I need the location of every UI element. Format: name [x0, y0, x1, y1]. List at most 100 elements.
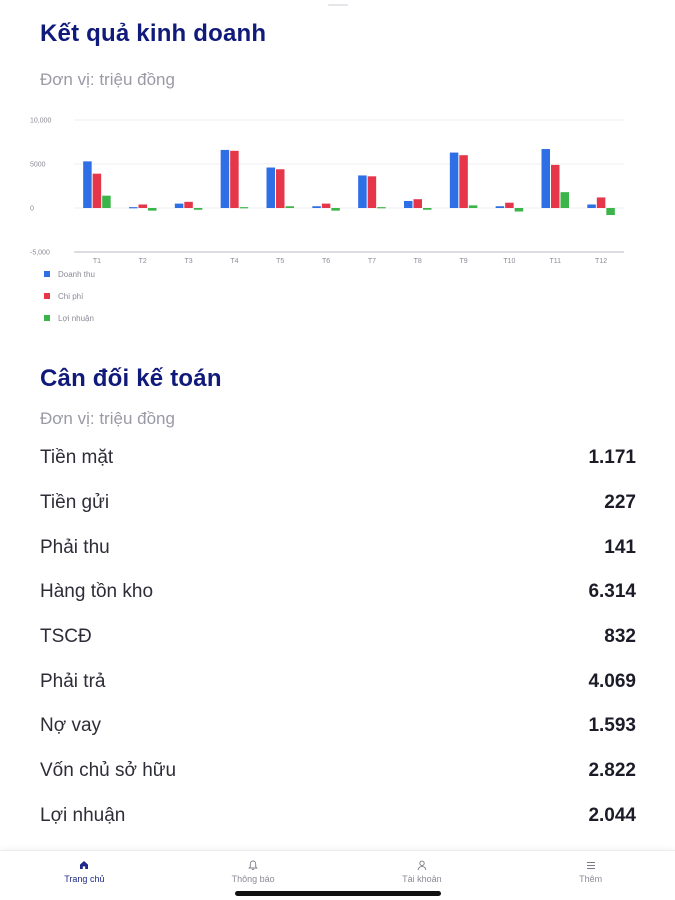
bar: [459, 155, 468, 208]
x-tick-label: T5: [276, 258, 284, 265]
list-item: Lợi nhuận 2.044: [40, 794, 636, 839]
balance-item-label: Phải thu: [40, 536, 110, 558]
legend-label: Lợi nhuận: [58, 314, 94, 323]
bar: [129, 207, 138, 209]
legend-swatch: [44, 315, 50, 321]
balance-item-value: 227: [604, 492, 636, 514]
bar: [239, 207, 249, 209]
bar: [541, 149, 550, 208]
balance-item-label: Tiền gửi: [40, 492, 110, 514]
bar: [276, 169, 285, 208]
balance-item-label: Tiền mặt: [40, 447, 114, 469]
user-icon: [417, 858, 427, 872]
bar: [413, 199, 422, 208]
bar-chart-svg: 10,000 5000 0 -5,000 T1 T2 T3 T4 T5 T6 T7 T8 T9 T10 T1…: [30, 118, 624, 323]
legend-label: Doanh thu: [58, 270, 95, 279]
y-tick-label: 0: [30, 206, 34, 213]
bar: [495, 206, 505, 208]
x-tick-label: T9: [459, 258, 467, 265]
bell-icon: [248, 858, 258, 872]
list-item: Tiền gửi 227: [40, 481, 636, 526]
y-tick-label: 10,000: [30, 118, 52, 125]
x-tick-label: T4: [230, 258, 238, 265]
bar: [193, 208, 203, 210]
balance-item-value: 141: [604, 536, 636, 558]
bar: [367, 176, 377, 208]
nav-label: Thông báo: [231, 874, 275, 884]
list-item: Phải trả 4.069: [40, 659, 636, 704]
balance-item-label: Nợ vay: [40, 715, 102, 737]
bar: [587, 204, 596, 208]
x-tick-label: T7: [368, 258, 376, 265]
bar: [184, 201, 193, 208]
list-item: Vốn chủ sở hữu 2.822: [40, 749, 636, 794]
nav-label: Tài khoản: [402, 874, 442, 884]
legend-swatch: [44, 293, 50, 299]
balance-item-value: 4.069: [588, 670, 636, 692]
nav-label: Trang chủ: [64, 874, 105, 884]
x-tick-label: T3: [184, 258, 192, 265]
bar: [266, 167, 275, 208]
list-item: Nợ vay 1.593: [40, 704, 636, 749]
bar: [560, 192, 569, 208]
bar: [606, 208, 615, 216]
x-tick-label: T11: [549, 258, 561, 265]
balance-sheet-unit: Đơn vị: triệu đồng: [40, 409, 175, 428]
top-notch: [328, 4, 348, 6]
y-tick-label: 5000: [30, 162, 46, 169]
bar: [92, 173, 102, 208]
balance-item-label: Vốn chủ sở hữu: [40, 760, 177, 782]
list-item: TSCĐ 832: [40, 615, 636, 660]
balance-item-label: TSCĐ: [40, 626, 92, 648]
bar: [505, 202, 514, 208]
balance-item-value: 2.822: [588, 760, 636, 782]
bar: [230, 150, 239, 208]
nav-item-home[interactable]: Trang chủ: [0, 851, 169, 900]
balance-item-value: 6.314: [588, 581, 636, 603]
bar: [83, 161, 92, 208]
bar: [321, 203, 331, 208]
business-results-title: Kết quả kinh doanh: [40, 20, 267, 47]
x-tick-label: T6: [322, 258, 330, 265]
bar: [312, 206, 321, 208]
bar: [423, 208, 432, 210]
business-results-chart: 10,000 5000 0 -5,000 T1 T2 T3 T4 T5 T6 T7 T8 T9 T10 T1…: [30, 108, 630, 333]
nav-label: Thêm: [579, 874, 603, 884]
list-item: Tiền mặt 1.171: [40, 436, 636, 481]
balance-item-value: 832: [604, 626, 636, 648]
bar: [596, 197, 606, 208]
x-tick-label: T1: [93, 258, 101, 265]
x-tick-label: T12: [595, 258, 607, 265]
x-tick-label: T2: [139, 258, 147, 265]
balance-sheet-title: Cân đối kế toán: [40, 365, 222, 392]
bar: [102, 195, 111, 208]
menu-icon: [586, 858, 596, 872]
bar: [404, 200, 413, 208]
legend-swatch: [44, 271, 50, 277]
bar: [148, 208, 157, 211]
home-icon: [79, 858, 89, 872]
business-results-unit: Đơn vị: triệu đồng: [40, 70, 175, 89]
home-indicator: [235, 891, 441, 896]
nav-item-more[interactable]: Thêm: [506, 851, 675, 900]
y-tick-label: -5,000: [30, 250, 50, 257]
bar: [514, 208, 524, 212]
list-item: Hàng tồn kho 6.314: [40, 570, 636, 615]
x-tick-label: T10: [503, 258, 515, 265]
bar: [220, 149, 230, 208]
bar: [138, 204, 147, 208]
x-tick-label: T8: [414, 258, 422, 265]
balance-item-value: 2.044: [588, 804, 636, 826]
bar: [358, 175, 367, 208]
balance-sheet-list: Tiền mặt 1.171 Tiền gửi 227 Phải thu 141…: [40, 436, 636, 838]
list-item: Phải thu 141: [40, 525, 636, 570]
bar: [331, 208, 340, 211]
bar: [285, 206, 294, 208]
bar: [174, 203, 184, 208]
nav-item-notifications[interactable]: Thông báo: [169, 851, 338, 900]
bar: [551, 164, 560, 208]
bar: [468, 205, 478, 208]
balance-item-label: Hàng tồn kho: [40, 581, 154, 603]
nav-item-account[interactable]: Tài khoản: [338, 851, 507, 900]
balance-item-label: Lợi nhuận: [40, 804, 126, 826]
